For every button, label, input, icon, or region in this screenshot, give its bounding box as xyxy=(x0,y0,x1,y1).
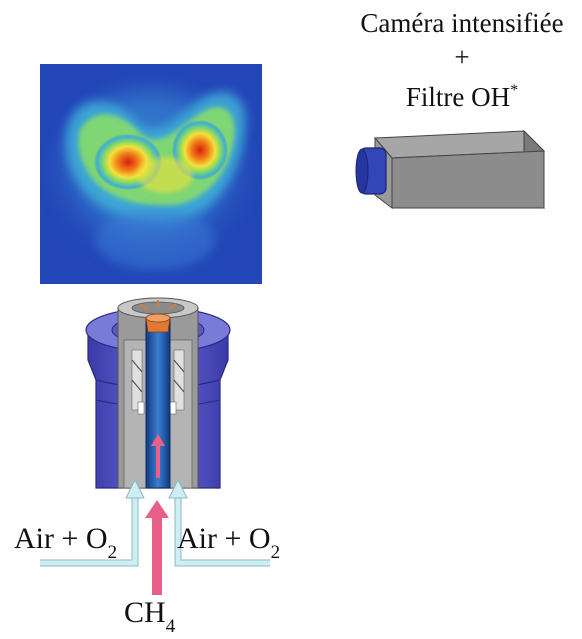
burner xyxy=(85,297,231,489)
air-inlet-right-arrow xyxy=(168,478,270,567)
camera-label-line3: Filtre OH* xyxy=(406,82,518,112)
camera-label-plus: + xyxy=(454,42,469,72)
air-inlet-left-label: Air + O2 xyxy=(14,522,117,563)
fuel-inlet-arrow xyxy=(145,500,169,595)
air-inlet-left-arrow xyxy=(40,478,145,567)
flame-image xyxy=(40,64,262,284)
air-inlet-right-label: Air + O2 xyxy=(177,522,280,563)
camera-body xyxy=(391,150,545,209)
camera-icon xyxy=(355,129,546,210)
fuel-inlet-label: CH4 xyxy=(124,596,176,637)
camera-label: Caméra intensifiée + Filtre OH* xyxy=(360,8,563,112)
camera-label-line1: Caméra intensifiée xyxy=(360,8,563,38)
